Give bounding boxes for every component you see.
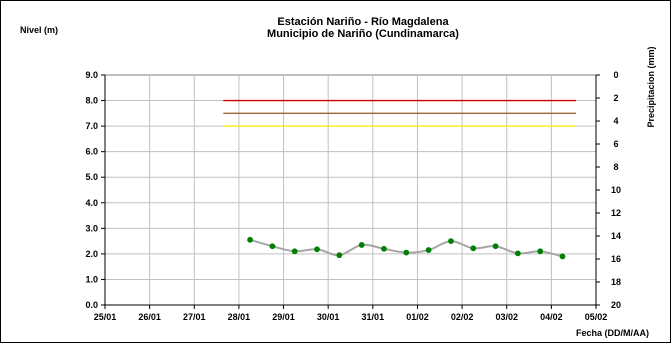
y2-tick-label: 8 (613, 162, 618, 172)
y2-tick-label: 14 (611, 231, 621, 241)
y-axis-title: Nivel (m) (20, 25, 58, 35)
y-tick-label: 0.0 (85, 300, 98, 310)
data-point (314, 246, 320, 253)
y-tick-label: 2.0 (85, 249, 98, 259)
y2-tick-label: 12 (611, 208, 621, 218)
y2-tick-label: 6 (613, 139, 618, 149)
data-point (247, 236, 253, 243)
y-tick-label: 6.0 (85, 147, 98, 157)
data-point (403, 249, 410, 256)
y-tick-label: 1.0 (85, 274, 98, 284)
y2-tick-label: 18 (611, 277, 621, 287)
x-tick-label: 01/02 (406, 312, 429, 322)
x-tick-label: 28/01 (228, 312, 251, 322)
x-tick-label: 25/01 (94, 312, 117, 322)
y-tick-label: 9.0 (85, 70, 98, 80)
y2-tick-label: 0 (613, 70, 618, 80)
x-tick-label: 02/02 (451, 312, 474, 322)
data-point (448, 238, 454, 245)
y-tick-label: 4.0 (85, 198, 98, 208)
data-point (425, 247, 432, 253)
data-point (492, 243, 499, 250)
y-tick-label: 8.0 (85, 96, 98, 106)
y2-tick-label: 16 (611, 254, 621, 264)
y2-tick-label: 10 (611, 185, 621, 195)
x-tick-label: 27/01 (183, 312, 206, 322)
axes (101, 74, 600, 309)
chart-title: Estación Nariño - Río Magdalena (277, 16, 449, 28)
series-layer (247, 236, 566, 260)
x-tick-label: 26/01 (138, 312, 161, 322)
data-point (537, 248, 544, 255)
x-tick-label: 04/02 (540, 312, 563, 322)
x-tick-label: 30/01 (317, 312, 340, 322)
data-point (470, 245, 477, 252)
data-point (514, 250, 521, 257)
x-tick-label: 29/01 (272, 312, 295, 322)
x-tick-label: 05/02 (585, 312, 608, 322)
data-point (291, 248, 298, 255)
chart-subtitle: Municipio de Nariño (Cundinamarca) (267, 28, 459, 40)
x-axis-title: Fecha (DD/M/AA) (576, 328, 649, 338)
data-point (358, 242, 365, 248)
data-point (336, 252, 343, 259)
y-tick-label: 3.0 (85, 223, 98, 233)
y2-tick-label: 20 (611, 300, 621, 310)
x-tick-label: 31/01 (362, 312, 385, 322)
y2-tick-label: 2 (613, 93, 618, 103)
y2-tick-label: 4 (613, 116, 618, 126)
data-point (559, 253, 566, 260)
data-point (381, 245, 387, 252)
data-point (269, 243, 276, 250)
y2-axis-title: Precipitacion (mm) (646, 46, 656, 127)
x-tick-label: 03/02 (495, 312, 518, 322)
tick-labels: 0.0 1.0 2.0 3.0 4.0 5.0 6.0 7.0 8.0 9.0 0 2 4 6 8 10 12 1… (85, 70, 621, 322)
y-tick-label: 5.0 (85, 172, 98, 182)
y-tick-label: 7.0 (85, 121, 98, 131)
threshold-lines (223, 99, 576, 127)
plot-area (104, 74, 597, 306)
